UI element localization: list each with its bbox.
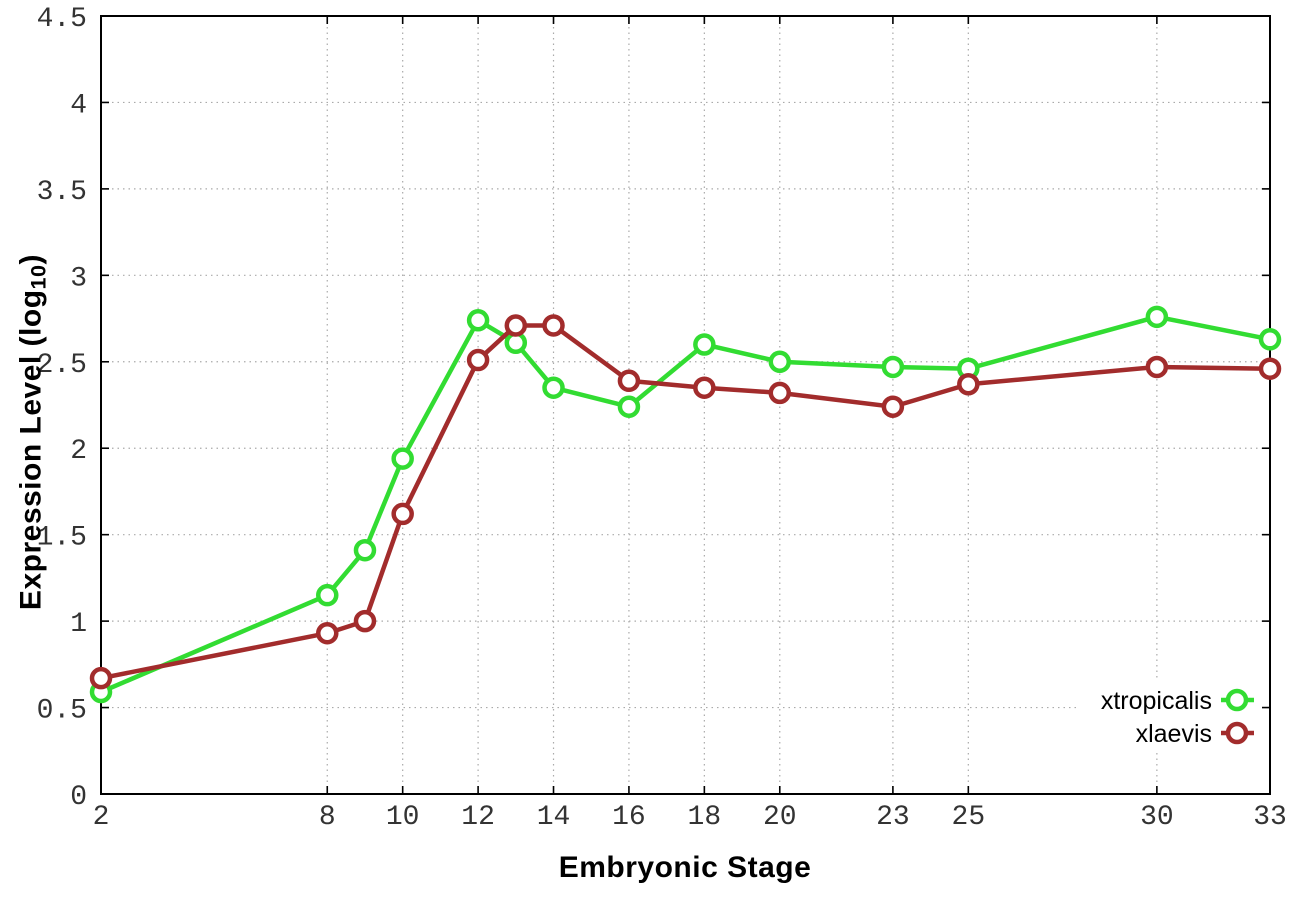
y-tick-label: 2.5: [37, 350, 87, 381]
y-tick-label: 4.5: [37, 4, 87, 35]
data-point-xlaevis: [542, 314, 565, 337]
data-point-xlaevis: [693, 376, 716, 399]
data-point-xlaevis: [768, 381, 792, 405]
x-tick-label: 2: [93, 802, 110, 833]
y-axis-title: Expression Level (log10): [14, 254, 51, 610]
y-tick-label: 1: [70, 609, 87, 640]
data-point-xlaevis: [504, 314, 528, 337]
legend-label-xlaevis: xlaevis: [1136, 720, 1212, 748]
data-point-xlaevis: [316, 621, 339, 645]
data-point-xtropicalis: [693, 333, 716, 356]
y-tick-label: 2: [70, 436, 87, 467]
x-tick-label: 8: [319, 802, 336, 833]
y-axis-title-suffix: ): [14, 253, 48, 265]
plot-border: [100, 15, 1271, 795]
legend-label-xtropicalis: xtropicalis: [1101, 687, 1212, 715]
legend-sample-marker-xlaevis: [1225, 721, 1249, 745]
data-point-xtropicalis: [617, 395, 641, 418]
y-tick-label: 1.5: [37, 523, 87, 554]
y-tick-label: 3: [70, 263, 87, 294]
data-point-xlaevis: [89, 666, 113, 690]
data-point-xtropicalis: [1258, 328, 1282, 351]
x-axis-title: Embryonic Stage: [558, 851, 812, 884]
series-line-xlaevis: [98, 323, 1273, 681]
legend-sample-marker-xtropicalis: [1225, 688, 1249, 712]
y-tick-label: 4: [70, 90, 87, 121]
y-axis-title-subscript: 10: [25, 264, 51, 290]
x-tick-label: 25: [952, 802, 986, 833]
data-point-xtropicalis: [1145, 305, 1169, 329]
x-tick-label: 10: [386, 802, 420, 833]
data-point-xtropicalis: [391, 447, 414, 470]
data-point-xlaevis: [1145, 355, 1169, 379]
data-point-xtropicalis: [316, 583, 339, 607]
y-tick-label: 0.5: [37, 696, 87, 727]
data-point-xtropicalis: [881, 355, 905, 379]
data-point-xlaevis: [391, 502, 414, 526]
x-tick-label: 30: [1140, 802, 1174, 833]
x-tick-label: 12: [461, 802, 495, 833]
data-point-xtropicalis: [466, 309, 490, 332]
data-point-xtropicalis: [353, 538, 377, 562]
data-point-xlaevis: [617, 369, 641, 393]
data-point-xlaevis: [353, 609, 377, 633]
data-point-xlaevis: [1258, 357, 1282, 380]
data-point-xlaevis: [881, 395, 905, 418]
data-point-xtropicalis: [768, 350, 792, 374]
data-point-xlaevis: [466, 348, 490, 372]
x-tick-label: 33: [1253, 802, 1287, 833]
x-tick-label: 20: [763, 802, 797, 833]
x-tick-label: 18: [688, 802, 722, 833]
x-tick-label: 14: [537, 802, 571, 833]
data-point-xtropicalis: [542, 376, 565, 399]
series-line-xtropicalis: [98, 314, 1273, 695]
x-tick-label: 23: [876, 802, 910, 833]
y-axis-title-text: Expression Level (log: [14, 289, 48, 611]
y-tick-label: 0: [70, 782, 87, 813]
x-tick-label: 16: [612, 802, 646, 833]
data-point-xlaevis: [957, 373, 980, 396]
y-tick-label: 3.5: [37, 177, 87, 208]
